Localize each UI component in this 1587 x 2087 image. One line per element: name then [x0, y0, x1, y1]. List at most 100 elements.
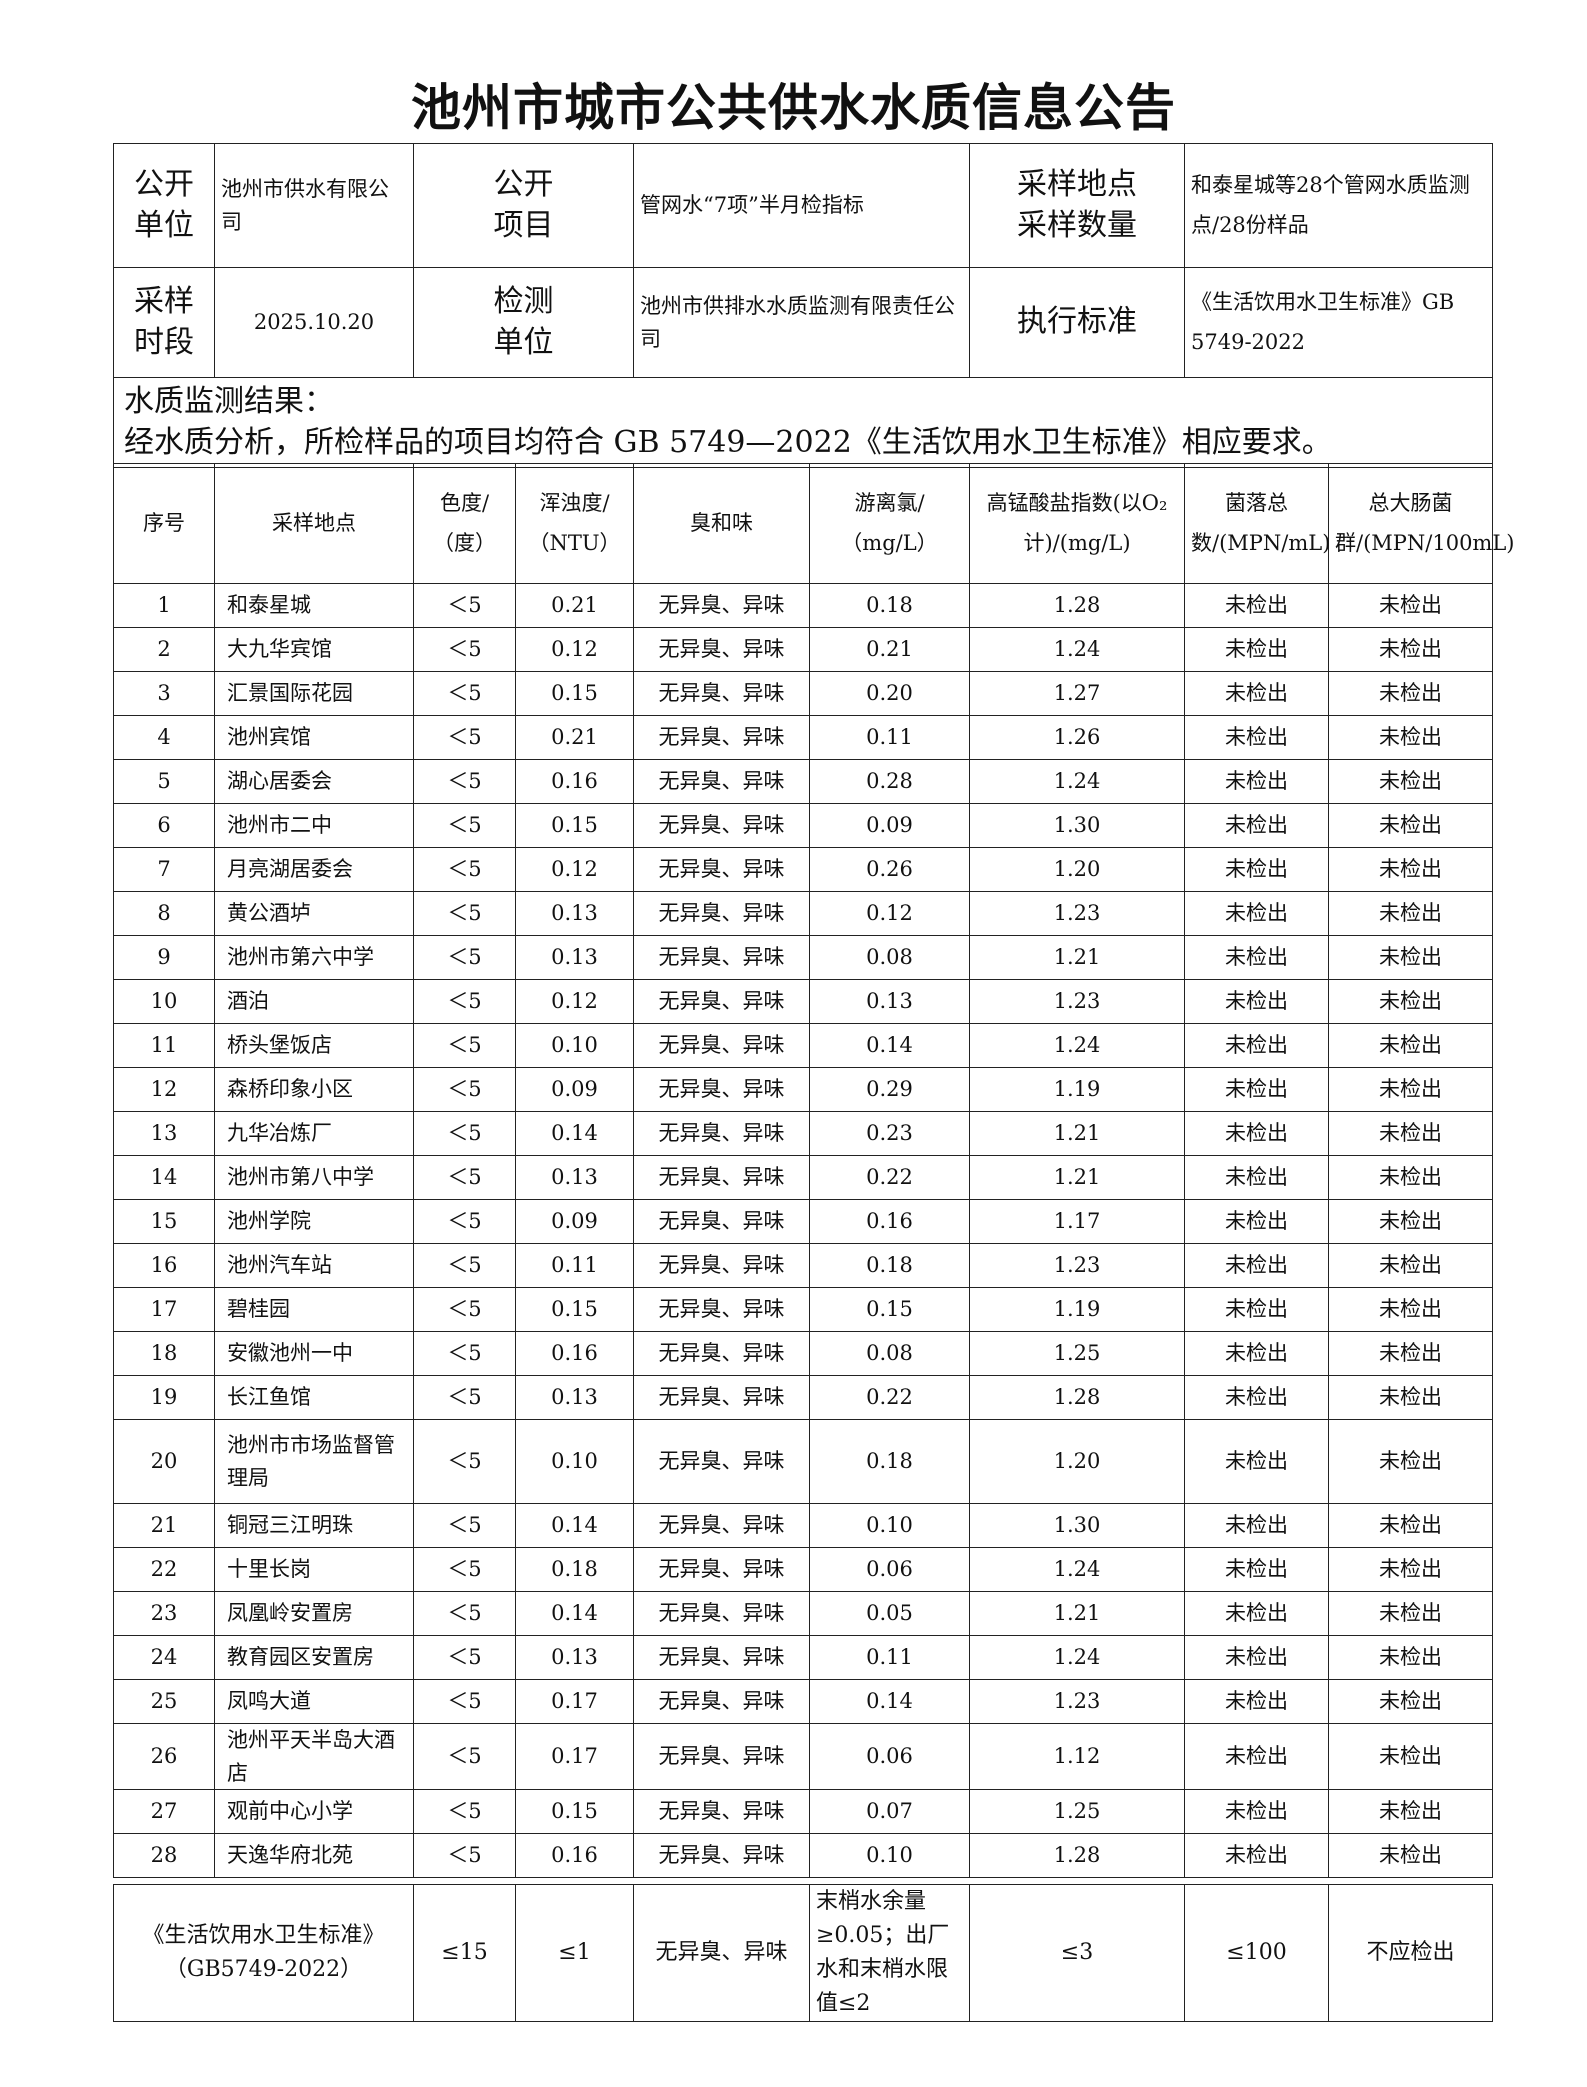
col-colony-count-cell: 未检出	[1184, 847, 1329, 892]
col-odor-cell: 无异臭、异味	[633, 847, 810, 892]
col-turbidity-cell: 0.13	[515, 1375, 634, 1420]
col-color-cell: ＜5	[413, 935, 516, 980]
col-colony-count-cell: 未检出	[1184, 1331, 1329, 1376]
col-free-chlorine-cell: 0.21	[809, 627, 970, 672]
col-coliform-cell: 未检出	[1328, 1547, 1493, 1592]
col-site-cell: 池州平天半岛大酒店	[214, 1722, 414, 1791]
col-color-cell: ＜5	[413, 1679, 516, 1724]
col-free-chlorine-cell: 0.26	[809, 847, 970, 892]
col-index-cell: 17	[113, 1287, 215, 1332]
col-permanganate-cell: 1.24	[969, 1635, 1185, 1680]
col-turbidity-cell: 0.21	[515, 583, 634, 628]
col-site-cell: 池州学院	[214, 1199, 414, 1244]
col-turbidity-cell: 0.15	[515, 803, 634, 848]
col-permanganate-cell: 1.20	[969, 847, 1185, 892]
col-site-cell: 十里长岗	[214, 1547, 414, 1592]
col-color-cell: ＜5	[413, 1111, 516, 1156]
col-turbidity-cell: 0.14	[515, 1503, 634, 1548]
col-site-cell: 森桥印象小区	[214, 1067, 414, 1112]
col-colony-count-cell: 未检出	[1184, 1023, 1329, 1068]
col-free-chlorine-cell: 0.06	[809, 1722, 970, 1791]
col-coliform-cell: 未检出	[1328, 979, 1493, 1024]
col-permanganate-cell: 1.21	[969, 935, 1185, 980]
col-permanganate-cell: 1.24	[969, 759, 1185, 804]
col-permanganate-cell: 1.23	[969, 979, 1185, 1024]
col-colony-count-cell: 未检出	[1184, 1287, 1329, 1332]
col-turbidity-cell: 0.10	[515, 1419, 634, 1504]
col-colony-count-cell: 未检出	[1184, 627, 1329, 672]
col-site-cell: 池州汽车站	[214, 1243, 414, 1288]
col-color-cell: ＜5	[413, 1722, 516, 1791]
col-odor-cell: 无异臭、异味	[633, 1547, 810, 1592]
table-row: 11 桥头堡饭店 ＜5 0.10 无异臭、异味 0.14 1.24 未检出 未检出	[113, 1023, 1493, 1068]
col-odor-cell: 无异臭、异味	[633, 1023, 810, 1068]
col-permanganate-cell: 1.25	[969, 1789, 1185, 1835]
col-coliform-cell: 未检出	[1328, 1679, 1493, 1724]
col-coliform-cell: 未检出	[1328, 671, 1493, 716]
col-colony-count-cell: 未检出	[1184, 1419, 1329, 1504]
col-turbidity-cell: 0.16	[515, 759, 634, 804]
col-free-chlorine-cell: 0.18	[809, 1243, 970, 1288]
col-colony-count-cell: 未检出	[1184, 979, 1329, 1024]
info-table: 公开 单位 池州市供水有限公司 公开 项目 管网水“7项”半月检指标 采样地点 …	[113, 143, 1493, 468]
lab-label: 检测 单位	[413, 267, 634, 378]
col-free-chlorine-cell: 0.15	[809, 1287, 970, 1332]
col-free-chlorine-cell: 0.28	[809, 759, 970, 804]
col-color-cell: ＜5	[413, 803, 516, 848]
col-colony-count-cell: 未检出	[1184, 891, 1329, 936]
col-free-chlorine-cell: 0.29	[809, 1067, 970, 1112]
col-permanganate-cell: 1.28	[969, 1833, 1185, 1879]
col-color-cell: ＜5	[413, 627, 516, 672]
col-turbidity-cell: 0.13	[515, 935, 634, 980]
col-color-cell: ＜5	[413, 1419, 516, 1504]
col-site-header: 采样地点	[214, 463, 414, 584]
col-turbidity-cell: 0.15	[515, 671, 634, 716]
col-odor-cell: 无异臭、异味	[633, 1722, 810, 1791]
col-free-chlorine-cell: 0.08	[809, 935, 970, 980]
site-value: 和泰星城等28个管网水质监测点/28份样品	[1184, 143, 1493, 268]
col-turbidity-cell: 0.09	[515, 1067, 634, 1112]
col-odor-cell: 无异臭、异味	[633, 979, 810, 1024]
col-coliform-cell: 未检出	[1328, 1503, 1493, 1548]
col-index-cell: 9	[113, 935, 215, 980]
table-row: 28 天逸华府北苑 ＜5 0.16 无异臭、异味 0.10 1.28 未检出 未检出	[113, 1833, 1493, 1879]
col-index-cell: 10	[113, 979, 215, 1024]
col-turbidity-cell: 0.16	[515, 1331, 634, 1376]
col-odor-cell: 无异臭、异味	[633, 1503, 810, 1548]
col-index-cell: 15	[113, 1199, 215, 1244]
permanganate-limit: ≤3	[969, 1883, 1185, 2023]
col-odor-cell: 无异臭、异味	[633, 671, 810, 716]
col-permanganate-cell: 1.27	[969, 671, 1185, 716]
col-turbidity-cell: 0.14	[515, 1591, 634, 1636]
col-free-chlorine-cell: 0.13	[809, 979, 970, 1024]
col-odor-cell: 无异臭、异味	[633, 1833, 810, 1879]
col-color-cell: ＜5	[413, 1023, 516, 1068]
col-turbidity-cell: 0.12	[515, 627, 634, 672]
col-index-cell: 8	[113, 891, 215, 936]
col-turbidity-header: 浑浊度/（NTU）	[515, 463, 634, 584]
col-coliform-cell: 未检出	[1328, 803, 1493, 848]
col-color-cell: ＜5	[413, 891, 516, 936]
col-index-cell: 6	[113, 803, 215, 848]
col-site-cell: 安徽池州一中	[214, 1331, 414, 1376]
col-color-cell: ＜5	[413, 1635, 516, 1680]
chlorine-limit: 末梢水余量≥0.05；出厂水和末梢水限值≤2	[809, 1883, 970, 2023]
item-label: 公开 项目	[413, 143, 634, 268]
col-index-cell: 18	[113, 1331, 215, 1376]
col-permanganate-cell: 1.24	[969, 1547, 1185, 1592]
col-free-chlorine-cell: 0.12	[809, 891, 970, 936]
col-site-cell: 长江鱼馆	[214, 1375, 414, 1420]
col-turbidity-cell: 0.09	[515, 1199, 634, 1244]
col-color-cell: ＜5	[413, 979, 516, 1024]
col-color-cell: ＜5	[413, 1155, 516, 1200]
col-site-cell: 湖心居委会	[214, 759, 414, 804]
col-free-chlorine-cell: 0.14	[809, 1679, 970, 1724]
col-coliform-cell: 未检出	[1328, 1635, 1493, 1680]
col-odor-cell: 无异臭、异味	[633, 1375, 810, 1420]
col-coliform-cell: 未检出	[1328, 1591, 1493, 1636]
col-turbidity-cell: 0.14	[515, 1111, 634, 1156]
col-free-chlorine-cell: 0.22	[809, 1155, 970, 1200]
col-site-cell: 凤鸣大道	[214, 1679, 414, 1724]
col-index-cell: 26	[113, 1722, 215, 1791]
col-permanganate-cell: 1.20	[969, 1419, 1185, 1504]
